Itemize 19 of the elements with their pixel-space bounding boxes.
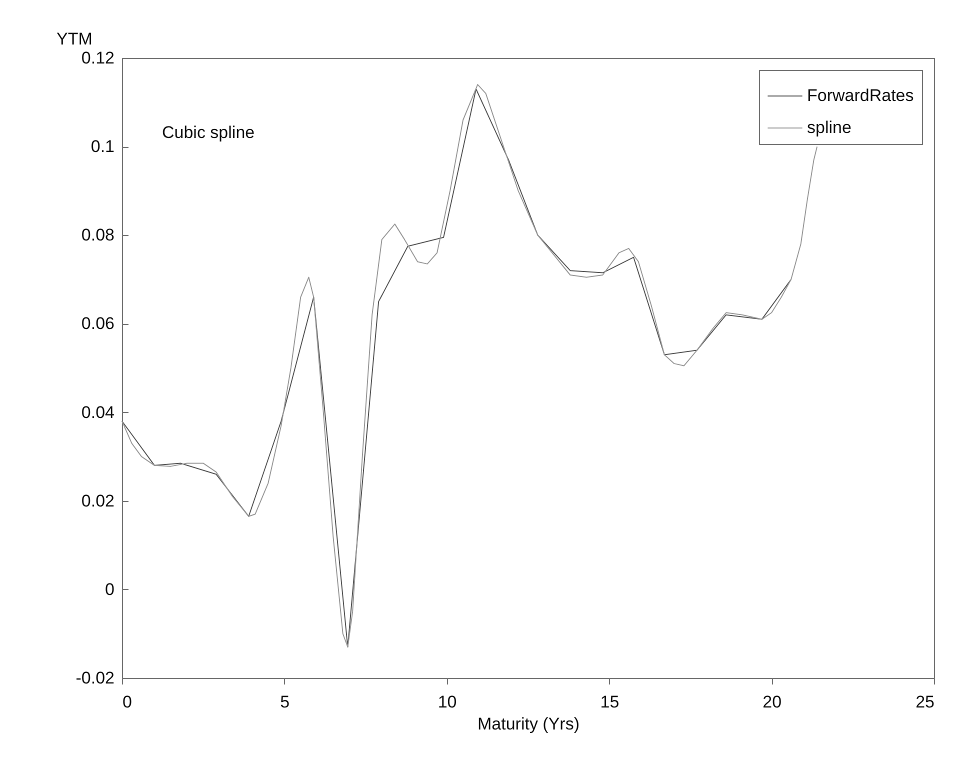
annotation: Cubic spline <box>162 123 255 142</box>
y-axis-title: YTM <box>56 30 92 48</box>
x-tick-label: 10 <box>438 692 457 712</box>
x-tick-label: 25 <box>916 692 934 712</box>
y-tick-label: 0.02 <box>81 491 114 510</box>
y-tick-label: -0.02 <box>76 668 114 688</box>
y-tick-label: 0.08 <box>81 226 114 245</box>
x-tick-label: 5 <box>280 692 290 712</box>
y-tick-label: 0.1 <box>90 137 114 156</box>
x-tick-label: 20 <box>762 692 782 712</box>
y-tick-label: 0 <box>105 580 114 599</box>
y-tick-label: 0.04 <box>81 402 114 422</box>
legend-label: ForwardRates <box>807 86 914 105</box>
y-tick-label: 0.06 <box>81 314 114 334</box>
x-tick-label: 0 <box>122 692 132 712</box>
legend-label: spline <box>807 118 852 137</box>
x-axis-title: Maturity (Yrs) <box>478 714 580 734</box>
x-tick-label: 15 <box>600 692 620 712</box>
y-tick-label: 0.12 <box>81 48 114 68</box>
